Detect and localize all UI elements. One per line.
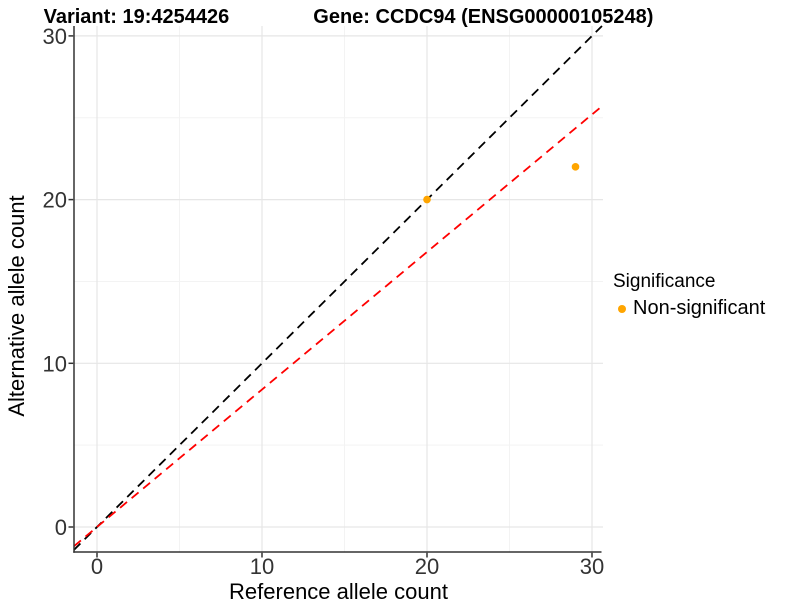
y-tick-label: 30: [43, 24, 67, 49]
data-point: [423, 195, 431, 204]
x-axis-label: Reference allele count: [229, 579, 448, 604]
legend: Significance Non-significant: [613, 271, 765, 320]
expected-ratio-dashed-line: [73, 104, 604, 547]
plot-title-variant: Variant: 19:4254426: [43, 6, 230, 28]
y-axis-label: Alternative allele count: [4, 195, 29, 417]
legend-title: Significance: [613, 271, 716, 292]
y-tick-label: 20: [43, 188, 67, 213]
data-point: [571, 163, 580, 171]
legend-item-label: Non-significant: [633, 297, 766, 319]
x-tick-label: 20: [415, 554, 439, 579]
plot-title: Variant: 19:4254426 Gene: CCDC94 (ENSG00…: [44, 6, 654, 29]
x-tick-label: 30: [580, 554, 604, 579]
x-tick-label: 10: [250, 554, 274, 579]
x-tick-label: 0: [91, 554, 103, 579]
y-tick-label: 0: [55, 515, 67, 540]
identity-dashed-line: [73, 25, 603, 551]
legend-item-non-significant: Non-significant: [613, 297, 765, 320]
plot-title-gene: Gene: CCDC94 (ENSG00000105248): [313, 6, 654, 28]
legend-marker-circle-icon: [618, 304, 626, 313]
y-tick-label: 10: [43, 351, 67, 376]
